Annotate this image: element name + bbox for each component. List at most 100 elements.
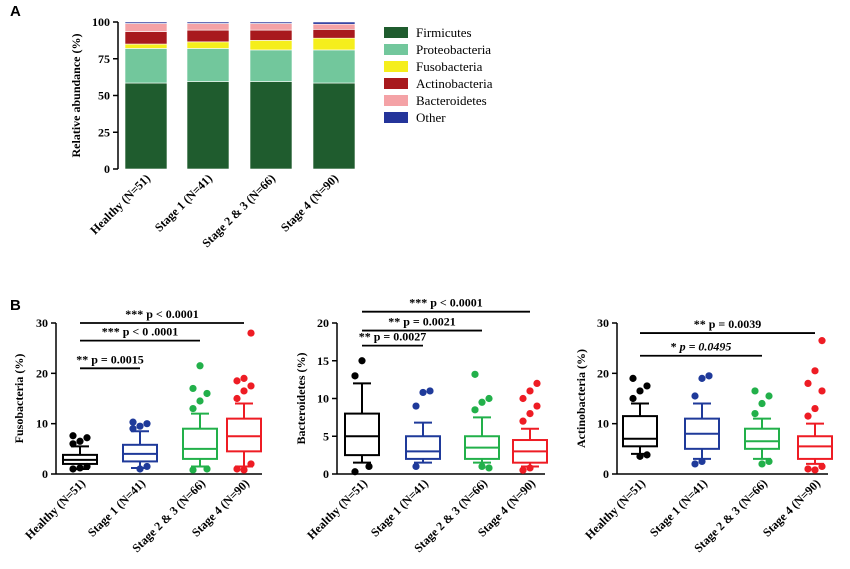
outlier-point — [233, 465, 241, 473]
outlier-point — [358, 357, 366, 365]
significance-stars: ** — [76, 352, 91, 366]
bar-segment-bacteroidetes — [186, 23, 230, 31]
legend-label: Other — [416, 110, 446, 125]
legend-swatch — [384, 95, 408, 106]
significance-p-value: p = 0.0027 — [374, 330, 427, 344]
significance-stars: *** — [409, 296, 430, 310]
outlier-point — [698, 457, 706, 466]
outlier-point — [526, 410, 534, 418]
outlier-point — [804, 412, 812, 420]
bar-segment-fusobacteria — [249, 40, 293, 51]
outlier-point — [478, 398, 486, 406]
outlier-point — [526, 387, 534, 395]
bar-segment-other — [312, 21, 356, 25]
significance-label: ** p = 0.0027 — [359, 330, 427, 344]
legend-label: Fusobacteria — [416, 59, 483, 74]
significance-label: *** p < 0.0001 — [409, 296, 483, 310]
x-tick-label: Stage 1 (N=41) — [647, 476, 710, 539]
outlier-point — [240, 387, 248, 395]
significance-p-value: p = 0.0021 — [403, 315, 456, 329]
y-tick-label: 50 — [98, 89, 110, 103]
x-tick-label: Healthy (N=51) — [304, 476, 370, 542]
significance-stars: ** — [694, 317, 709, 331]
box-iqr — [405, 435, 441, 460]
box-iqr — [226, 417, 262, 453]
bar-segment-firmicutes — [312, 82, 356, 170]
outlier-point — [751, 387, 759, 395]
significance-stars: ** — [388, 315, 403, 329]
y-tick-label: 0 — [323, 467, 329, 481]
box-iqr — [344, 412, 380, 457]
bar-segment-proteobacteria — [249, 49, 293, 82]
bar-segment-firmicutes — [249, 81, 293, 170]
x-tick-label: Stage 1 (N=41) — [368, 476, 431, 539]
legend-label: Bacteroidetes — [416, 93, 487, 108]
significance-p-value: p = 0.0039 — [709, 317, 762, 331]
outlier-point — [526, 464, 534, 472]
outlier-point — [765, 457, 773, 466]
outlier-point — [412, 402, 420, 410]
outlier-point — [136, 465, 144, 473]
outlier-point — [83, 434, 91, 442]
y-tick-label: 20 — [36, 366, 48, 380]
outlier-point — [705, 372, 713, 380]
y-tick-label: 10 — [597, 417, 609, 431]
outlier-point — [643, 451, 651, 459]
x-tick-label: Stage 1 (N=41) — [152, 171, 215, 234]
y-tick-label: 10 — [36, 417, 48, 431]
outlier-point — [811, 466, 819, 474]
outlier-point — [636, 387, 644, 395]
outlier-point — [758, 460, 766, 468]
outlier-point — [485, 394, 493, 403]
outlier-point — [83, 462, 91, 471]
y-tick-label: 15 — [317, 354, 329, 368]
significance-p-value: p < 0 .0001 — [123, 325, 179, 339]
outlier-point — [129, 418, 137, 426]
y-axis-title: Actinobacteria (%) — [574, 349, 588, 448]
outlier-point — [758, 399, 766, 408]
y-axis-title: Relative abundance (%) — [69, 34, 83, 158]
outlier-point — [533, 379, 541, 387]
x-tick-label: Stage 4 (N=90) — [278, 171, 341, 234]
bar-segment-bacteroidetes — [312, 23, 356, 30]
y-tick-label: 100 — [92, 15, 110, 29]
y-tick-label: 5 — [323, 429, 329, 443]
outlier-point — [196, 362, 204, 370]
legend-swatch — [384, 61, 408, 72]
outlier-point — [247, 382, 255, 390]
outlier-point — [233, 394, 241, 403]
significance-stars: *** — [125, 307, 146, 321]
legend-label: Proteobacteria — [416, 42, 491, 57]
legend-swatch — [384, 44, 408, 55]
outlier-point — [519, 466, 527, 474]
outlier-point — [247, 329, 255, 337]
outlier-point — [818, 462, 826, 471]
x-tick-label: Healthy (N=51) — [582, 476, 648, 542]
bar-segment-actinobacteria — [249, 29, 293, 41]
bar-segment-fusobacteria — [124, 43, 168, 49]
box-iqr — [744, 427, 780, 450]
outlier-point — [76, 464, 84, 472]
y-tick-label: 30 — [597, 316, 609, 330]
y-tick-label: 25 — [98, 125, 110, 139]
outlier-point — [69, 440, 77, 448]
bar-segment-other — [124, 21, 168, 24]
outlier-point — [69, 432, 77, 440]
legend-swatch — [384, 78, 408, 89]
outlier-point — [196, 397, 204, 405]
y-tick-label: 0 — [42, 467, 48, 481]
legend-swatch — [384, 27, 408, 38]
outlier-point — [365, 462, 373, 471]
outlier-point — [636, 452, 644, 460]
outlier-point — [485, 464, 493, 472]
outlier-point — [811, 367, 819, 375]
bar-segment-firmicutes — [124, 82, 168, 170]
panel-label-b: B — [10, 297, 21, 314]
y-tick-label: 0 — [104, 162, 110, 176]
significance-label: ** p = 0.0039 — [694, 317, 762, 331]
bar-segment-actinobacteria — [186, 29, 230, 43]
outlier-point — [69, 465, 77, 473]
outlier-point — [629, 374, 637, 382]
bar-segment-actinobacteria — [124, 31, 168, 45]
